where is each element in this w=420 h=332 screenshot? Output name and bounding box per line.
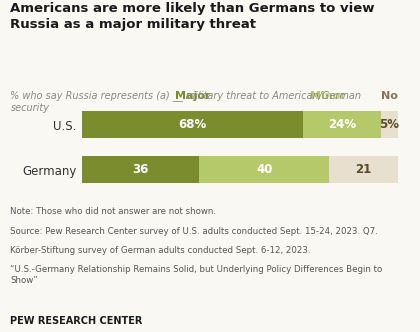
Bar — [199, 156, 329, 184]
Text: 5%: 5% — [380, 118, 399, 131]
Text: Americans are more likely than Germans to view
Russia as a major military threat: Americans are more likely than Germans t… — [10, 2, 375, 31]
Text: Source: Pew Research Center survey of U.S. adults conducted Sept. 15-24, 2023. Q: Source: Pew Research Center survey of U.… — [10, 227, 378, 236]
Text: No: No — [381, 91, 398, 101]
Bar — [329, 156, 398, 184]
Text: 68%: 68% — [178, 118, 207, 131]
Text: Körber-Stiftung survey of German adults conducted Sept. 6-12, 2023.: Körber-Stiftung survey of German adults … — [10, 246, 311, 255]
Bar — [381, 111, 398, 138]
Text: Note: Those who did not answer are not shown.: Note: Those who did not answer are not s… — [10, 208, 216, 216]
Text: 40: 40 — [256, 163, 272, 176]
Text: Major: Major — [175, 91, 210, 101]
Text: PEW RESEARCH CENTER: PEW RESEARCH CENTER — [10, 316, 143, 326]
Bar — [82, 111, 303, 138]
Text: 24%: 24% — [328, 118, 356, 131]
Text: Minor: Minor — [310, 91, 346, 101]
Bar — [82, 156, 199, 184]
Text: 36: 36 — [132, 163, 149, 176]
Bar — [303, 111, 381, 138]
Text: “U.S.-Germany Relationship Remains Solid, but Underlying Policy Differences Begi: “U.S.-Germany Relationship Remains Solid… — [10, 265, 383, 286]
Text: 21: 21 — [355, 163, 372, 176]
Text: % who say Russia represents (a) __ military threat to American/German
security: % who say Russia represents (a) __ milit… — [10, 90, 362, 113]
